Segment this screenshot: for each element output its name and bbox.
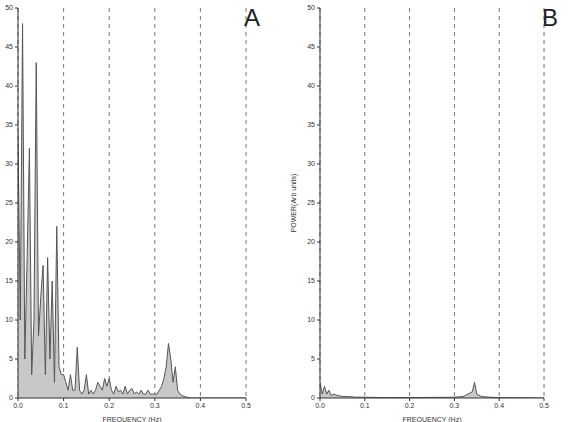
svg-text:5: 5: [311, 355, 315, 362]
svg-text:0.5: 0.5: [539, 402, 549, 409]
svg-text:0.4: 0.4: [196, 402, 206, 409]
svg-text:5: 5: [9, 355, 13, 362]
svg-text:0.2: 0.2: [405, 402, 415, 409]
svg-text:0.3: 0.3: [150, 402, 160, 409]
svg-text:40: 40: [307, 82, 315, 89]
svg-text:20: 20: [307, 238, 315, 245]
svg-text:35: 35: [307, 121, 315, 128]
svg-text:10: 10: [307, 316, 315, 323]
svg-text:0: 0: [9, 394, 13, 401]
svg-text:15: 15: [307, 277, 315, 284]
svg-text:35: 35: [8, 121, 13, 128]
svg-text:30: 30: [307, 160, 315, 167]
html-text:B: B: [542, 4, 558, 31]
svg-text:0.0: 0.0: [315, 402, 325, 409]
svg-text:0.1: 0.1: [360, 402, 370, 409]
svg-text:45: 45: [8, 43, 13, 50]
svg-text:25: 25: [8, 199, 13, 206]
svg-text:15: 15: [8, 277, 13, 284]
svg-text:0.2: 0.2: [104, 402, 114, 409]
svg-text:50: 50: [307, 4, 315, 11]
svg-text:0.1: 0.1: [59, 402, 69, 409]
svg-text:10: 10: [8, 316, 13, 323]
svg-text:0.5: 0.5: [241, 402, 251, 409]
svg-text:30: 30: [8, 160, 13, 167]
svg-text:POWER(Arb units): POWER(Arb units): [290, 174, 298, 233]
svg-text:0.3: 0.3: [450, 402, 460, 409]
svg-text:25: 25: [307, 199, 315, 206]
svg-text:45: 45: [307, 43, 315, 50]
svg-text:50: 50: [8, 4, 13, 11]
svg-text:20: 20: [8, 238, 13, 245]
svg-text:FREQUENCY (Hz): FREQUENCY (Hz): [403, 416, 462, 422]
svg-text:FREQUENCY (Hz): FREQUENCY (Hz): [103, 416, 162, 422]
svg-text:0.0: 0.0: [13, 402, 23, 409]
svg-text:0: 0: [311, 394, 315, 401]
svg-text:0.4: 0.4: [494, 402, 504, 409]
svg-text:40: 40: [8, 82, 13, 89]
html-text:A: A: [244, 4, 260, 31]
